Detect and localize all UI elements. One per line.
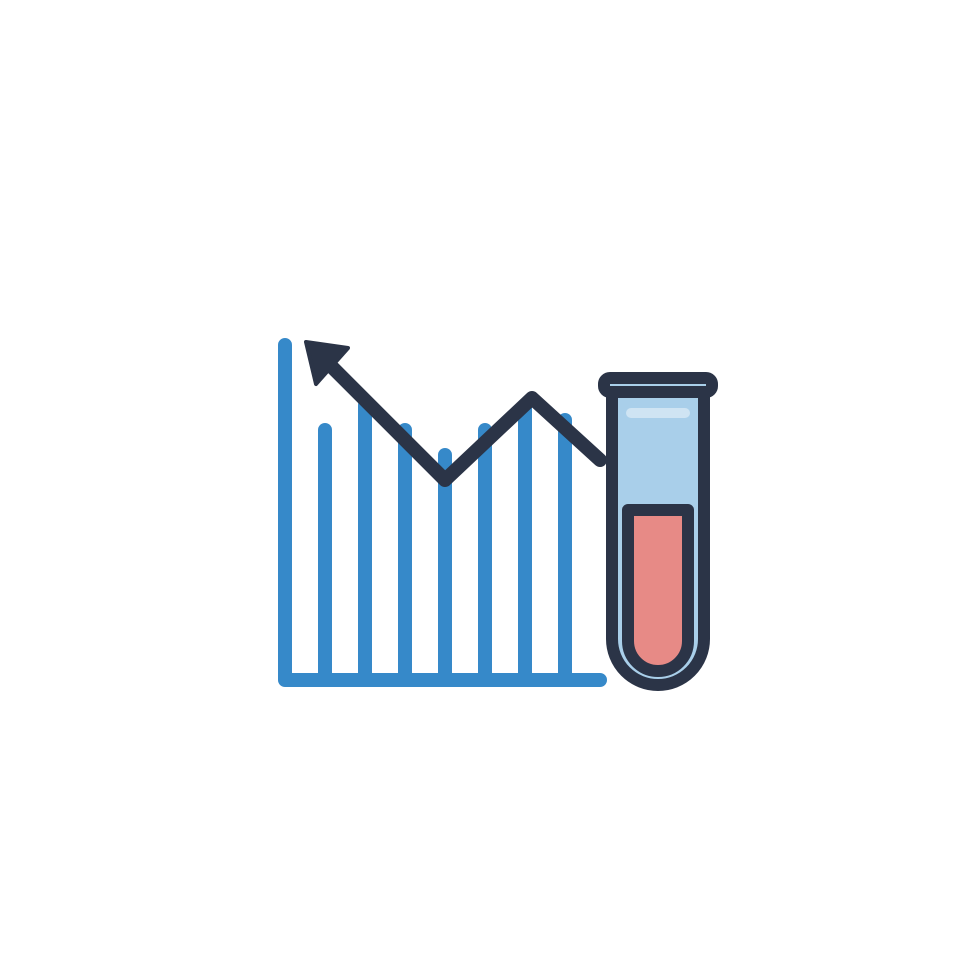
chart-test-tube-icon — [230, 230, 750, 750]
